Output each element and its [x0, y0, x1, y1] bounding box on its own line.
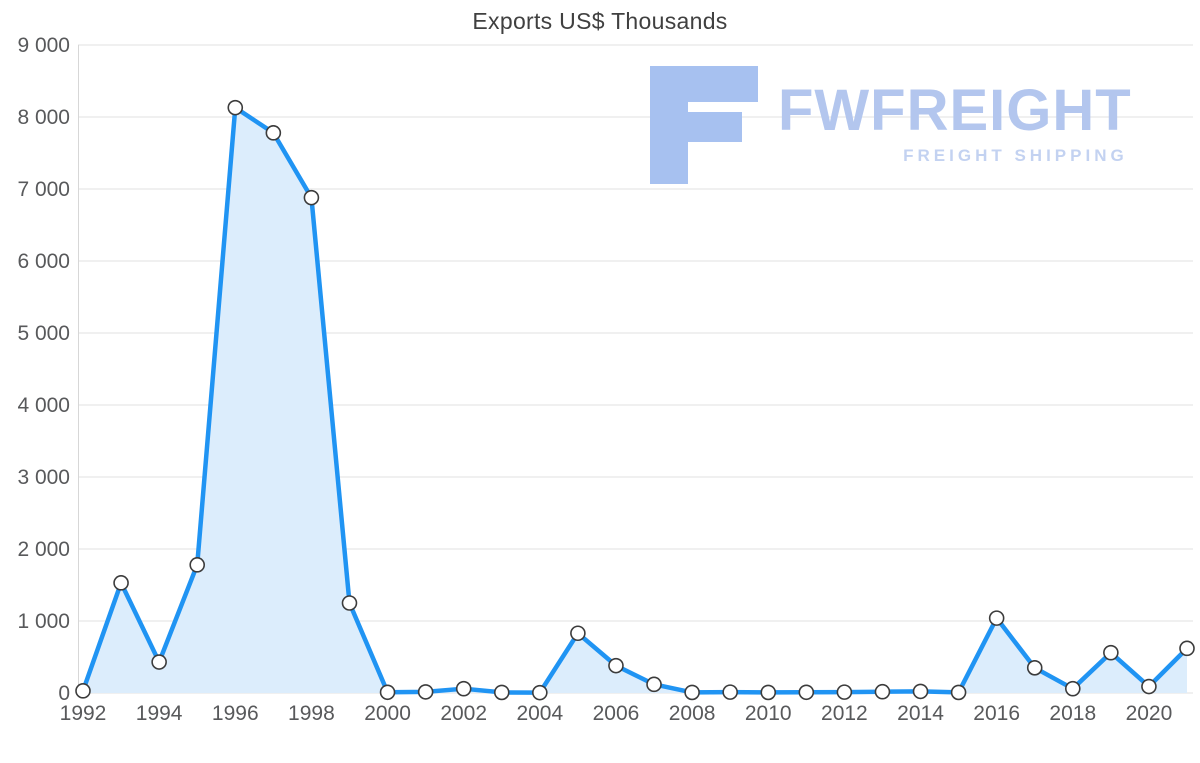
y-tick-label: 2 000 [17, 538, 70, 561]
x-tick-label: 2000 [364, 702, 411, 725]
y-tick-label: 6 000 [17, 250, 70, 273]
data-point-1993[interactable] [113, 575, 129, 591]
data-point-2000[interactable] [379, 684, 396, 701]
chart-title: Exports US$ Thousands [472, 8, 728, 34]
x-tick-label: 2018 [1049, 702, 1096, 725]
x-tick-label: 2012 [821, 702, 868, 725]
data-point-1997[interactable] [265, 125, 282, 141]
x-tick-label: 2002 [440, 702, 487, 725]
x-tick-label: 1996 [212, 702, 259, 725]
data-point-2021[interactable] [1179, 640, 1195, 657]
data-point-2014[interactable] [912, 683, 929, 700]
x-tick-label: 1994 [136, 702, 183, 725]
data-point-2015[interactable] [950, 684, 967, 701]
series-area [83, 107, 1187, 693]
data-point-1998[interactable] [303, 189, 320, 206]
x-tick-label: 2014 [897, 702, 944, 725]
data-point-2013[interactable] [874, 683, 891, 700]
y-tick-label: 1 000 [17, 610, 70, 633]
y-tick-label: 8 000 [17, 106, 70, 129]
data-point-2016[interactable] [988, 610, 1005, 626]
data-point-2008[interactable] [684, 684, 700, 701]
data-point-2020[interactable] [1141, 678, 1157, 695]
x-tick-label: 2004 [516, 702, 563, 725]
data-point-2003[interactable] [493, 684, 510, 701]
x-tick-label: 1992 [60, 702, 107, 725]
y-tick-label: 0 [58, 682, 70, 705]
x-tick-label: 2016 [973, 702, 1020, 725]
data-point-2017[interactable] [1026, 659, 1043, 676]
data-point-2018[interactable] [1064, 680, 1081, 697]
y-tick-label: 3 000 [17, 466, 70, 489]
data-point-2012[interactable] [836, 684, 853, 700]
data-point-2001[interactable] [417, 684, 434, 700]
x-tick-label: 2006 [593, 702, 640, 725]
y-tick-label: 7 000 [17, 178, 70, 201]
data-point-2006[interactable] [608, 657, 624, 674]
data-point-1992[interactable] [75, 683, 91, 699]
x-tick-label: 2008 [669, 702, 716, 725]
data-point-2007[interactable] [646, 676, 662, 693]
data-point-2004[interactable] [532, 684, 548, 701]
data-point-2019[interactable] [1103, 644, 1119, 661]
data-point-1994[interactable] [151, 654, 167, 670]
y-tick-label: 9 000 [17, 34, 70, 57]
y-tick-label: 4 000 [17, 394, 70, 417]
data-point-1995[interactable] [189, 557, 206, 573]
data-point-2009[interactable] [722, 684, 738, 700]
x-tick-label: 2020 [1126, 702, 1173, 725]
y-tick-label: 5 000 [17, 322, 70, 345]
data-point-1999[interactable] [341, 595, 358, 611]
data-point-1996[interactable] [227, 99, 244, 116]
data-point-2005[interactable] [570, 625, 586, 642]
data-point-2002[interactable] [455, 680, 472, 697]
x-tick-label: 2010 [745, 702, 792, 725]
data-point-2010[interactable] [760, 684, 777, 701]
x-tick-label: 1998 [288, 702, 335, 725]
data-point-2011[interactable] [798, 684, 815, 701]
